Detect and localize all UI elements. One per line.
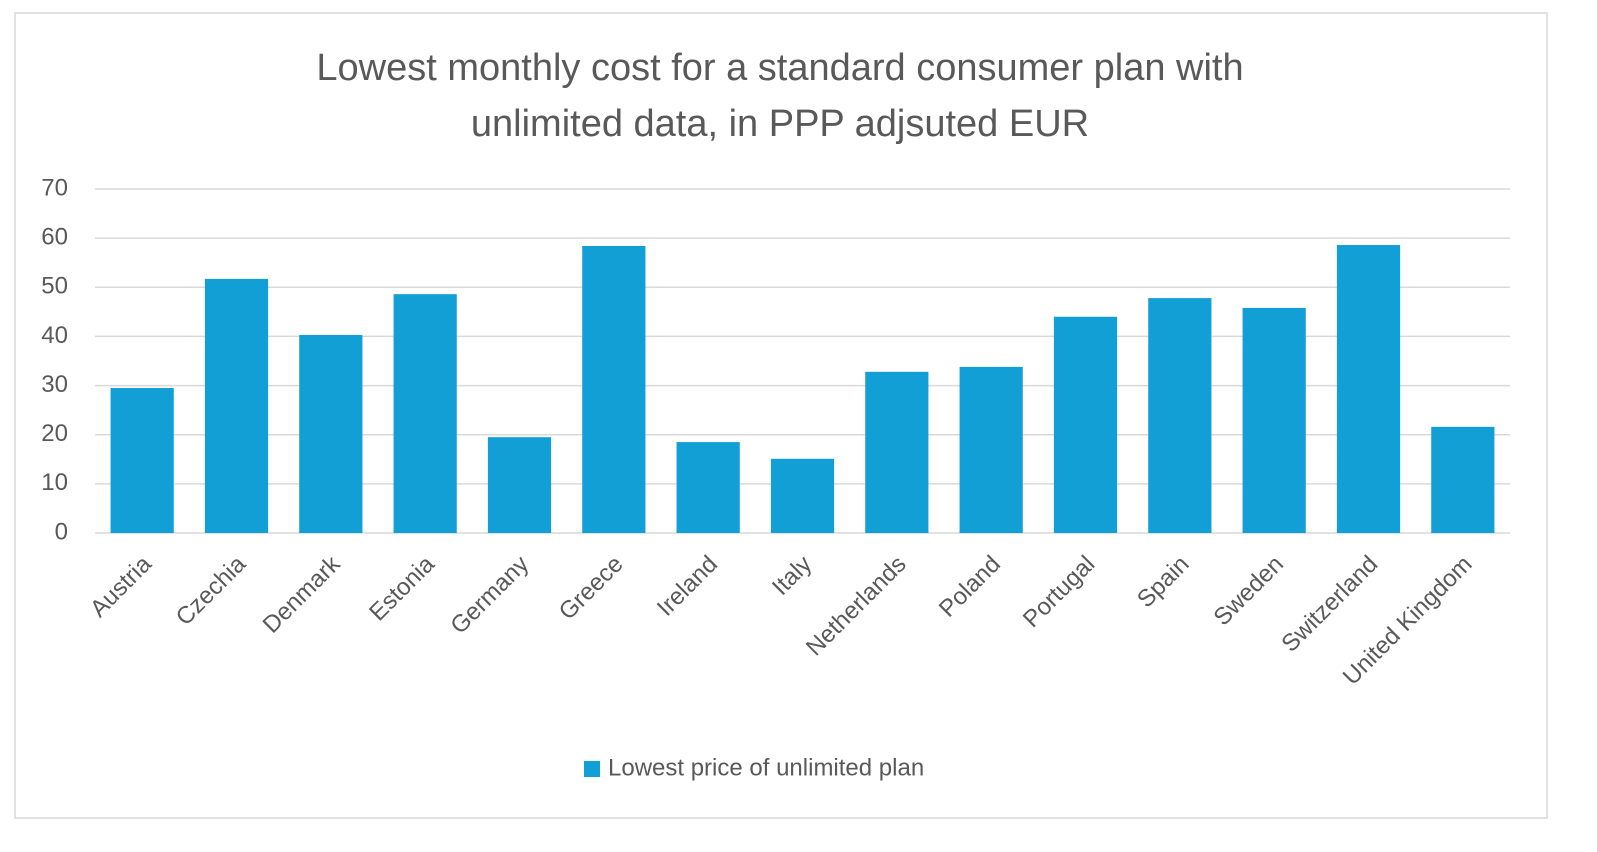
- bar: [1148, 298, 1212, 533]
- y-tick-label: 30: [41, 371, 68, 398]
- bar: [1431, 426, 1495, 533]
- y-tick-label: 10: [41, 469, 68, 496]
- bar: [582, 246, 646, 533]
- bar: [393, 294, 457, 533]
- bar: [110, 388, 174, 533]
- bar: [676, 442, 740, 533]
- bar: [487, 437, 552, 533]
- legend-label: Lowest price of unlimited plan: [608, 754, 924, 781]
- y-tick-label: 40: [41, 322, 68, 349]
- bar: [865, 371, 929, 533]
- y-tick-label: 50: [41, 273, 68, 300]
- y-tick-label: 60: [41, 223, 68, 250]
- bar: [770, 458, 835, 533]
- y-tick-label: 0: [55, 518, 68, 545]
- y-tick-label: 70: [41, 174, 68, 201]
- y-tick-label: 20: [41, 420, 68, 447]
- bar: [1336, 245, 1401, 533]
- legend-swatch: [584, 761, 600, 777]
- bar: [1053, 316, 1118, 533]
- chart-title: Lowest monthly cost for a standard consu…: [316, 47, 1244, 145]
- bar: [1242, 307, 1306, 533]
- bar: [204, 278, 269, 533]
- bar: [959, 366, 1023, 533]
- bar: [299, 334, 363, 533]
